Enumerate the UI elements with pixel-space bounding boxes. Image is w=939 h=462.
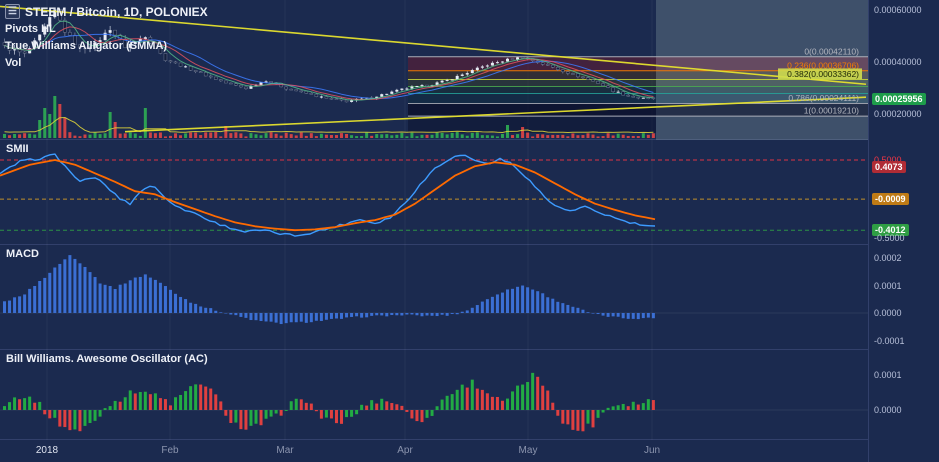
axis-value-badge: -0.0009	[872, 193, 909, 206]
time-axis-label: Feb	[161, 445, 179, 456]
smii-pane[interactable]: SMII	[0, 140, 868, 245]
axis-tick-label: 0.0001	[874, 280, 902, 291]
axis-tick-label: -0.5000	[874, 233, 905, 243]
smii-pane-title[interactable]: SMII	[6, 143, 29, 155]
svg-text:0.382(0.00033362): 0.382(0.00033362)	[787, 69, 859, 79]
axis-value-badge: 0.00025956	[872, 92, 926, 105]
axis-value-badge: 0.4073	[872, 161, 906, 174]
svg-text:0.786(0.00024111): 0.786(0.00024111)	[788, 93, 859, 103]
time-axis-label: 2018	[35, 445, 59, 456]
axis-tick-label: 0.00020000	[874, 109, 922, 120]
chart-legend: ☰ STEEM / Bitcoin, 1D, POLONIEX Pivots H…	[5, 3, 208, 71]
axis-tick-label: 0.5000	[874, 155, 902, 165]
indicator-label-alligator[interactable]: True Williams Alligator (SMMA)	[5, 39, 168, 52]
axis-value-badge: -0.4012	[872, 224, 909, 237]
price-axis[interactable]: 0.00060000 0.00040000 0.00025956 0.00020000…	[868, 0, 939, 462]
svg-text:1(0.00019210): 1(0.00019210)	[804, 106, 859, 116]
axis-tick-label: 0.0000	[874, 405, 902, 415]
time-axis[interactable]: 2018 Feb Mar Apr May Jun	[0, 440, 868, 462]
axis-tick-label: 0.0001	[874, 370, 902, 380]
chart-menu-icon[interactable]: ☰	[5, 4, 20, 19]
axis-tick-label: 0.0000	[874, 308, 902, 318]
indicator-row-pivots: Pivots HL	[5, 20, 208, 37]
ao-pane[interactable]: Bill Williams. Awesome Oscillator (AC)	[0, 350, 868, 440]
time-axis-label: Jun	[643, 445, 661, 456]
axis-tick-label: 0.00040000	[874, 57, 922, 68]
symbol-title[interactable]: STEEM / Bitcoin, 1D, POLONIEX	[25, 4, 208, 19]
axis-tick-label: 0.0002	[874, 253, 902, 263]
ao-pane-title[interactable]: Bill Williams. Awesome Oscillator (AC)	[6, 353, 208, 365]
indicator-label-volume[interactable]: Vol	[5, 56, 22, 69]
ao-chart-canvas[interactable]	[0, 350, 868, 440]
smii-chart-canvas[interactable]	[0, 140, 868, 245]
indicator-row-volume: Vol	[5, 54, 208, 71]
indicator-row-alligator: True Williams Alligator (SMMA)	[5, 37, 208, 54]
indicator-label-pivots[interactable]: Pivots HL	[5, 22, 56, 35]
macd-pane[interactable]: MACD	[0, 245, 868, 350]
price-chart-canvas[interactable]: 0(0.00042110) 0.236(0.00036706)0.382(0.00…	[0, 0, 868, 140]
macd-chart-canvas[interactable]	[0, 245, 868, 350]
symbol-title-row: ☰ STEEM / Bitcoin, 1D, POLONIEX	[5, 3, 208, 20]
time-axis-label: Mar	[276, 445, 294, 456]
macd-pane-title[interactable]: MACD	[6, 248, 39, 260]
time-axis-label: Apr	[397, 445, 413, 456]
axis-tick-label: 0.00060000	[874, 5, 922, 16]
svg-text:0.236(0.00036706): 0.236(0.00036706)	[787, 60, 859, 70]
time-axis-label: May	[518, 445, 538, 456]
svg-text:0(0.00042110): 0(0.00042110)	[804, 46, 859, 56]
price-pane[interactable]: 0(0.00042110) 0.236(0.00036706) 0.382(0.00…	[0, 0, 868, 140]
axis-tick-label: -0.0001	[874, 335, 905, 346]
